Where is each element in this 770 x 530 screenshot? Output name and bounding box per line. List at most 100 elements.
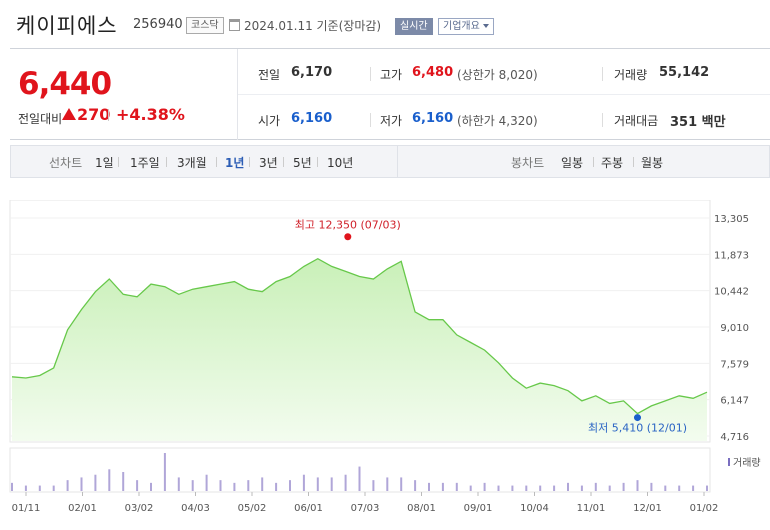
volume-bar <box>150 482 152 491</box>
volume-bar <box>650 482 653 491</box>
volume-bar <box>678 485 681 491</box>
volume-bar <box>344 474 347 491</box>
volume-bar <box>163 453 166 491</box>
amount-unit: 백만 <box>701 115 726 130</box>
price-summary: 6,440 전일대비 270 +4.38% 전일 6,170 고가 6,480 … <box>10 48 770 140</box>
period-3m[interactable]: 3개월 <box>177 156 207 170</box>
open-value: 6,160 <box>291 111 333 126</box>
volume-bar <box>11 482 13 491</box>
volume-bar <box>664 485 667 491</box>
divider <box>283 157 284 167</box>
candle-chart-label: 봉차트 <box>511 156 545 170</box>
open-label: 시가 <box>258 114 281 128</box>
candle-daily[interactable]: 일봉 <box>561 156 584 170</box>
volume-bar <box>219 480 222 491</box>
y-tick-label: 13,305 <box>714 214 749 225</box>
volume-bar <box>66 480 69 491</box>
x-tick-label: 01/11 <box>12 503 41 514</box>
period-1d[interactable]: 1일 <box>95 156 114 170</box>
period-1w[interactable]: 1주일 <box>130 156 160 170</box>
company-overview-button[interactable]: 기업개요 <box>438 18 494 35</box>
volume-bar <box>525 485 528 491</box>
volume-bar <box>483 482 486 491</box>
change-value: 270 <box>62 105 110 124</box>
x-tick-label: 01/02 <box>690 503 719 514</box>
volume-bar <box>386 477 389 491</box>
candle-monthly[interactable]: 월봉 <box>641 156 664 170</box>
change-amount: 270 <box>77 105 111 124</box>
current-price: 6,440 <box>18 66 112 102</box>
date-text: 2024.01.11 기준(장마감) <box>244 19 382 33</box>
volume-bar <box>622 482 625 491</box>
volume-bar <box>580 485 583 491</box>
volume-bar <box>302 474 305 491</box>
divider <box>397 146 398 177</box>
candle-weekly[interactable]: 주봉 <box>601 156 624 170</box>
volume-bar <box>455 482 458 491</box>
volume-bar <box>497 485 500 491</box>
stock-header: 케이피에스 256940 코스닥 2024.01.11 기준(장마감) 실시간 … <box>0 0 770 50</box>
divider <box>108 109 109 121</box>
high-annotation: 최고 12,350 (07/03) <box>295 219 401 232</box>
current-price-box: 6,440 전일대비 270 +4.38% <box>10 49 238 140</box>
volume-bar <box>316 477 319 491</box>
volume-bar <box>38 485 41 491</box>
period-10y[interactable]: 10년 <box>327 156 354 170</box>
volume-bar <box>136 480 139 491</box>
divider <box>602 113 603 127</box>
prev-diff-label: 전일대비 <box>18 112 63 126</box>
volume-bar <box>553 485 556 491</box>
x-tick-label: 09/01 <box>464 503 493 514</box>
volume-bar <box>608 485 611 491</box>
company-overview-label: 기업개요 <box>443 21 480 32</box>
divider <box>370 67 371 81</box>
low-marker <box>634 414 641 422</box>
volume-bar <box>330 477 333 491</box>
volume-bar <box>372 480 375 491</box>
period-3y[interactable]: 3년 <box>259 156 278 170</box>
volume-bar <box>80 477 83 491</box>
volume-bar <box>441 482 444 491</box>
low-annotation: 최저 5,410 (12/01) <box>588 422 687 435</box>
volume-bar <box>469 485 472 491</box>
low-label: 저가 <box>380 114 403 128</box>
upper-limit: (상한가 8,020) <box>457 68 538 82</box>
x-tick-label: 05/02 <box>238 503 267 514</box>
realtime-button[interactable]: 실시간 <box>395 18 433 35</box>
y-tick-label: 4,716 <box>720 432 749 443</box>
stock-name: 케이피에스 <box>16 14 118 38</box>
y-tick-label: 11,873 <box>714 250 749 261</box>
volume-bar <box>289 480 291 491</box>
period-1y[interactable]: 1년 <box>225 156 245 170</box>
x-tick-label: 06/01 <box>294 503 323 514</box>
volume-legend-icon <box>728 458 730 466</box>
market-badge: 코스닥 <box>186 17 224 34</box>
chevron-down-icon <box>482 24 489 28</box>
lower-limit: (하한가 4,320) <box>457 114 538 128</box>
x-tick-label: 11/01 <box>577 503 606 514</box>
period-5y[interactable]: 5년 <box>293 156 312 170</box>
prev-close-label: 전일 <box>258 68 281 82</box>
volume-bar <box>358 466 361 491</box>
volume-legend-label: 거래량 <box>733 457 761 469</box>
high-marker <box>344 233 352 241</box>
volume-bar <box>233 482 236 491</box>
x-tick-label: 04/03 <box>181 503 210 514</box>
volume-bar <box>177 477 180 491</box>
y-tick-label: 6,147 <box>720 396 749 407</box>
triangle-up-icon <box>62 108 76 120</box>
row-divider <box>238 94 770 95</box>
volume-bar <box>191 480 194 491</box>
volume-bar <box>108 469 111 491</box>
divider <box>593 157 594 167</box>
volume-bar <box>94 474 97 491</box>
volume-bar <box>567 482 569 491</box>
divider <box>602 67 603 81</box>
divider <box>370 113 371 127</box>
high-value: 6,480 <box>412 65 454 80</box>
price-line <box>11 257 708 415</box>
volume-label: 거래량 <box>614 68 648 82</box>
amount-value: 351 백만 <box>670 111 726 130</box>
x-tick-label: 12/01 <box>633 503 662 514</box>
volume-bar <box>261 477 264 491</box>
